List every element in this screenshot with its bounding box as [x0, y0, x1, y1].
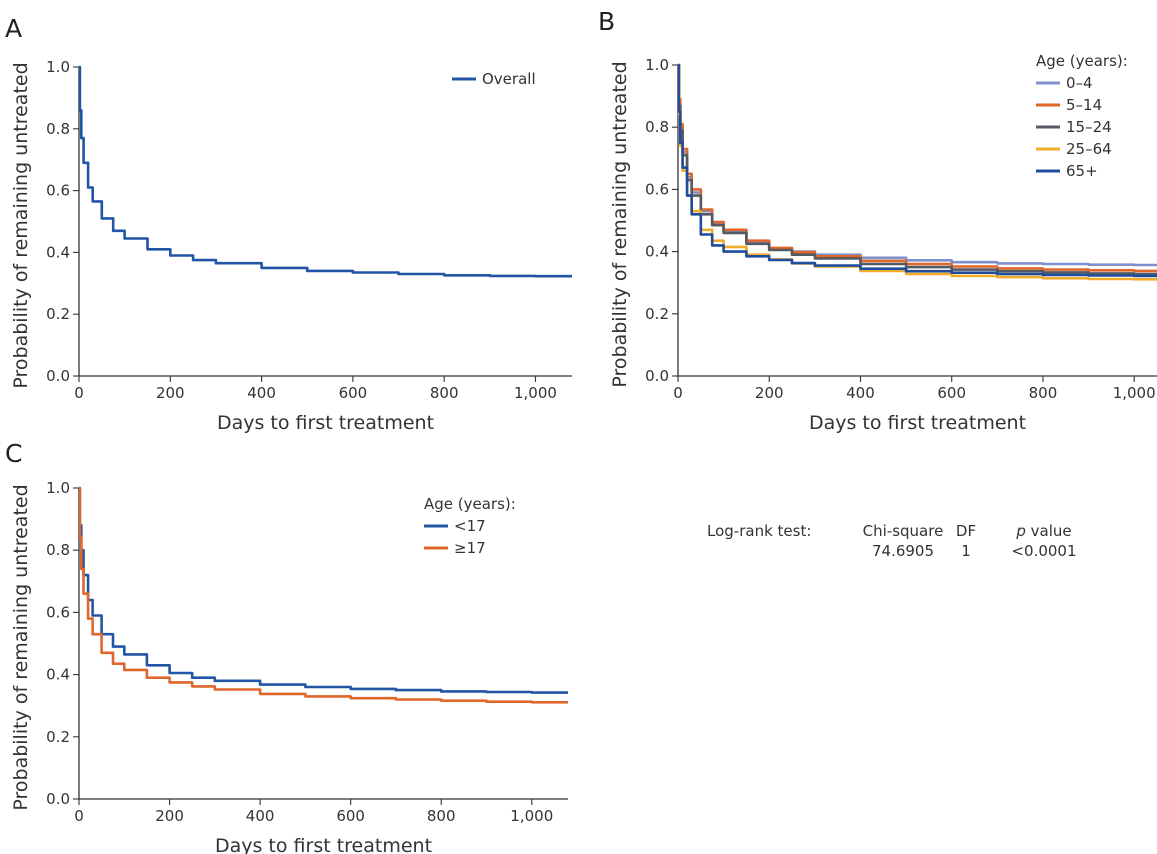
x-axis-label: Days to first treatment	[217, 412, 434, 434]
logrank-table: Log-rank test: Chi-square DF p value 74.…	[707, 522, 1077, 560]
y-tick-label: 1.0	[645, 56, 669, 74]
x-tick-label: 200	[155, 807, 184, 825]
legend-label: <17	[454, 517, 486, 535]
km-curve	[678, 63, 1157, 278]
legend-label: 5–14	[1066, 96, 1102, 114]
x-tick-label: 600	[339, 384, 368, 402]
panel-letter: A	[5, 14, 22, 43]
panel-b: B 0.0 0.2 0.4 0.6 0.8 1.0 0 200 400 600 800 1,000 Day…	[598, 7, 1157, 434]
logrank-value-chi: 74.6905	[872, 542, 934, 560]
y-tick-label: 0.6	[46, 182, 70, 200]
y-tick-label: 0.8	[645, 118, 669, 136]
logrank-header-df: DF	[956, 522, 976, 540]
x-tick-label: 800	[427, 807, 456, 825]
y-axis-label: Probability of remaining untreated	[10, 484, 32, 810]
legend-label: Overall	[482, 70, 536, 88]
km-curve	[79, 486, 568, 704]
x-tick-label: 600	[336, 807, 365, 825]
x-tick-label: 200	[156, 384, 185, 402]
x-tick-label: 800	[1029, 384, 1058, 402]
y-tick-label: 0.2	[46, 305, 70, 323]
x-tick-label: 400	[846, 384, 875, 402]
y-axis-label: Probability of remaining untreated	[609, 61, 631, 387]
panel-a: A 0.0 0.2 0.4 0.6 0.8 1.0 0 200 400 600 800 1,000 Day…	[5, 14, 572, 434]
x-tick-label: 1,000	[1113, 384, 1156, 402]
y-axis-label: Probability of remaining untreated	[10, 62, 32, 388]
legend-title: Age (years):	[424, 495, 516, 513]
legend-label: 25–64	[1066, 140, 1112, 158]
x-tick-label: 1,000	[510, 807, 553, 825]
x-tick-label: 0	[74, 807, 84, 825]
y-tick-label: 0.6	[46, 603, 70, 621]
legend-title: Age (years):	[1036, 52, 1128, 70]
x-tick-label: 600	[937, 384, 966, 402]
y-tick-label: 0.8	[46, 120, 70, 138]
x-axis-label: Days to first treatment	[215, 835, 432, 854]
x-tick-label: 0	[673, 384, 683, 402]
legend-label: 15–24	[1066, 118, 1112, 136]
logrank-label: Log-rank test:	[707, 522, 811, 540]
legend-label: ≥17	[454, 539, 486, 557]
panel-letter: C	[5, 439, 22, 468]
km-curve	[79, 486, 568, 694]
y-tick-label: 0.0	[645, 367, 669, 385]
legend-label: 0–4	[1066, 74, 1093, 92]
panel-letter: B	[598, 7, 615, 36]
x-tick-label: 1,000	[514, 384, 557, 402]
y-tick-label: 0.2	[645, 305, 669, 323]
logrank-header-p-rest: value	[1026, 522, 1072, 540]
y-tick-label: 0.4	[46, 666, 70, 684]
x-axis-label: Days to first treatment	[809, 412, 1026, 434]
x-tick-label: 400	[246, 807, 275, 825]
km-curve	[678, 63, 1157, 276]
panel-c: C 0.0 0.2 0.4 0.6 0.8 1.0 0 200 400 600 800 1,000 Day…	[5, 439, 568, 854]
y-tick-label: 0.8	[46, 541, 70, 559]
y-tick-label: 1.0	[46, 58, 70, 76]
x-tick-label: 0	[74, 384, 84, 402]
y-tick-label: 0.0	[46, 367, 70, 385]
y-tick-label: 0.4	[645, 243, 669, 261]
x-tick-label: 800	[430, 384, 459, 402]
x-tick-label: 200	[755, 384, 784, 402]
y-tick-label: 0.4	[46, 243, 70, 261]
y-tick-label: 0.0	[46, 790, 70, 808]
legend-label: 65+	[1066, 162, 1098, 180]
x-tick-label: 400	[247, 384, 276, 402]
y-tick-label: 1.0	[46, 479, 70, 497]
logrank-header-p-italic: p	[1015, 522, 1026, 540]
logrank-value-p: <0.0001	[1011, 542, 1076, 560]
km-curve	[79, 65, 572, 278]
y-tick-label: 0.2	[46, 728, 70, 746]
logrank-header-p: p value	[1015, 522, 1071, 540]
logrank-value-df: 1	[961, 542, 971, 560]
logrank-header-chi: Chi-square	[863, 522, 944, 540]
y-tick-label: 0.6	[645, 180, 669, 198]
